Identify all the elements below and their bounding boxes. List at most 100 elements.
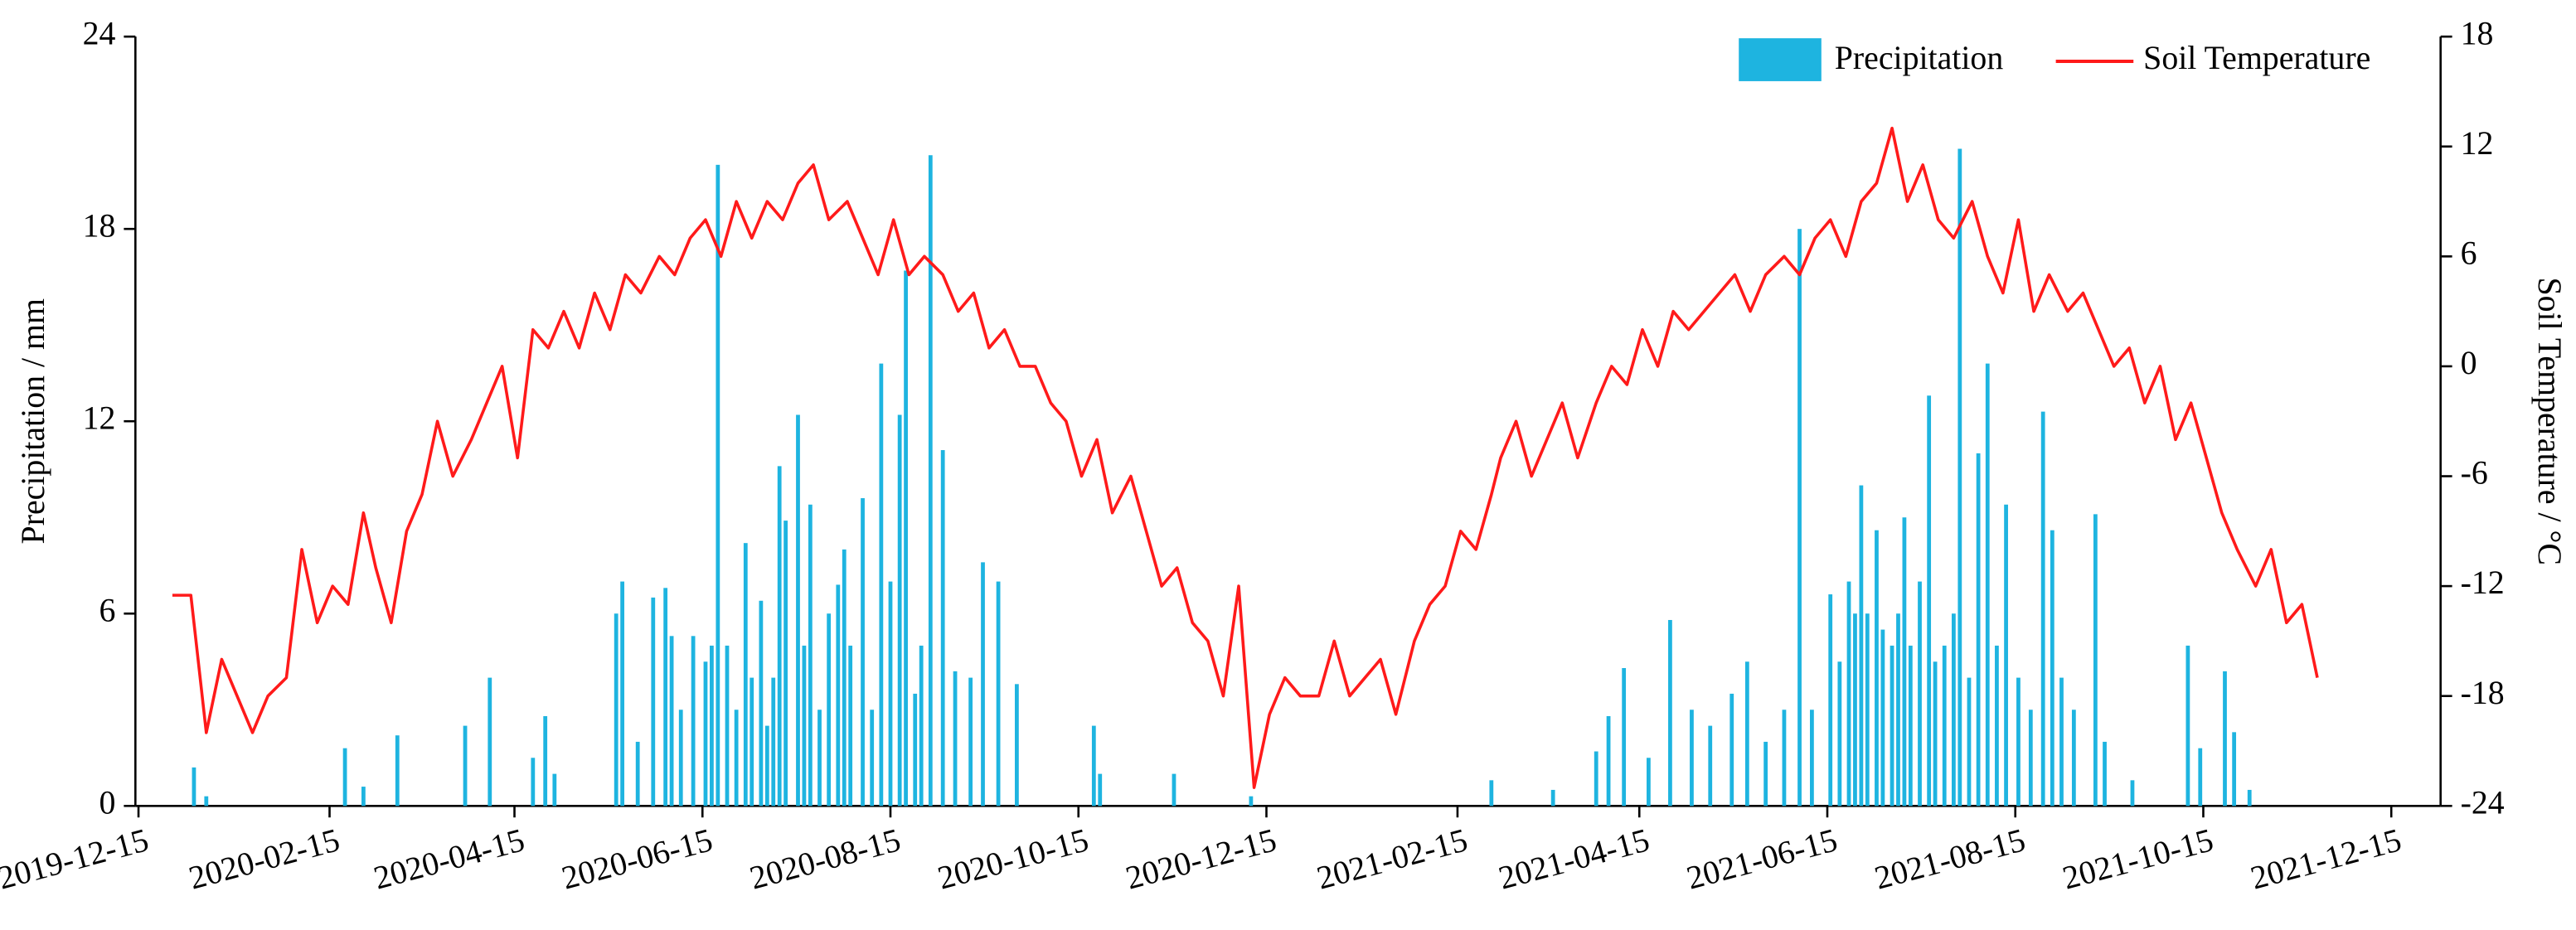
x-tick-label: 2020-08-15 <box>746 821 905 897</box>
precipitation-bar <box>1668 619 1672 806</box>
precipitation-bar <box>1933 661 1938 806</box>
precipitation-bar <box>808 504 813 806</box>
precipitation-bar <box>861 498 865 806</box>
precipitation-bar <box>1985 363 1990 806</box>
precipitation-bar <box>1846 581 1851 806</box>
precipitation-bar <box>743 543 748 806</box>
precipitation-bar <box>614 613 619 806</box>
precipitation-bar <box>1902 517 1907 806</box>
x-tick-label: 2021-06-15 <box>1683 821 1841 897</box>
precipitation-bar <box>1810 710 1814 806</box>
precipitation-bar <box>1967 677 1972 806</box>
precipitation-bar <box>1729 693 1734 806</box>
y2-tick-label: -24 <box>2461 784 2505 821</box>
precipitation-bar <box>981 562 985 806</box>
x-tick-label: 2021-08-15 <box>1870 821 2029 897</box>
precipitation-bar <box>531 758 536 806</box>
y2-tick-label: -12 <box>2461 564 2505 601</box>
precipitation-bar <box>463 725 468 806</box>
y-axis-label: Precipitation / mm <box>15 298 51 544</box>
precipitation-bar <box>904 270 908 806</box>
precipitation-bar <box>192 767 196 806</box>
precipitation-bar <box>848 645 853 806</box>
precipitation-bar <box>716 164 720 806</box>
precipitation-bar <box>552 773 557 806</box>
precipitation-bar <box>1951 613 1956 806</box>
precipitation-bar <box>2103 741 2107 806</box>
precipitation-bar <box>879 363 884 806</box>
precipitation-bar <box>710 645 714 806</box>
precipitation-bar <box>678 710 683 806</box>
precipitation-bar <box>1942 645 1947 806</box>
precipitation-bar <box>620 581 625 806</box>
precipitation-bar <box>1976 453 1981 806</box>
precipitation-bar <box>1865 613 1870 806</box>
precipitation-bar <box>663 588 668 806</box>
y2-tick-label: 18 <box>2461 15 2494 51</box>
precipitation-bar <box>2050 530 2054 806</box>
precipitation-bar <box>651 597 656 806</box>
precipitation-bar <box>1622 667 1627 806</box>
precipitation-bar <box>1880 629 1885 806</box>
precipitation-bar <box>919 645 924 806</box>
precipitation-bar <box>1594 751 1598 806</box>
precipitation-bar <box>2093 514 2098 806</box>
y2-tick-label: -6 <box>2461 455 2488 492</box>
y-tick-label: 6 <box>99 592 115 628</box>
precipitation-bar <box>764 725 769 806</box>
x-tick-label: 2021-04-15 <box>1495 821 1653 897</box>
x-tick-label: 2020-06-15 <box>558 821 716 897</box>
precipitation-bar <box>940 450 945 806</box>
precipitation-bar <box>796 414 800 806</box>
precipitation-bar <box>836 584 841 806</box>
precipitation-bar <box>996 581 1001 806</box>
precipitation-bar <box>204 796 209 806</box>
y2-tick-label: 12 <box>2461 125 2494 162</box>
precipitation-bar <box>2185 645 2190 806</box>
precipitation-bar <box>2130 780 2135 806</box>
precipitation-bar <box>968 677 973 806</box>
precipitation-bar <box>1690 710 1694 806</box>
legend-swatch <box>1739 38 1822 81</box>
precipitation-bar <box>1828 594 1833 806</box>
legend-label: Precipitation <box>1835 40 2004 76</box>
precipitation-bar <box>2247 789 2252 806</box>
precipitation-bar <box>2016 677 2021 806</box>
precipitation-bar <box>1859 485 1864 806</box>
precipitation-bar <box>1797 229 1802 806</box>
precipitation-bar <box>1896 613 1900 806</box>
temperature-line <box>172 126 2319 789</box>
precipitation-bar <box>2004 504 2008 806</box>
precipitation-bar <box>1782 710 1787 806</box>
precipitation-bar <box>635 741 640 806</box>
x-tick-label: 2021-12-15 <box>2247 821 2405 897</box>
precipitation-bar <box>1837 661 1842 806</box>
precipitation-bar <box>395 735 400 806</box>
precipitation-bar <box>817 710 822 806</box>
x-tick-label: 2020-10-15 <box>934 821 1092 897</box>
precipitation-bar <box>888 581 893 806</box>
y-tick-label: 24 <box>83 15 116 51</box>
precipitation-bar <box>750 677 754 806</box>
legend-label: Soil Temperature <box>2143 40 2370 76</box>
precipitation-bar <box>2028 710 2033 806</box>
precipitation-bar <box>1015 684 1019 806</box>
y2-tick-label: -18 <box>2461 675 2505 711</box>
precipitation-bar <box>1957 148 1962 806</box>
y-tick-label: 18 <box>83 207 116 244</box>
precipitation-bar <box>842 549 847 806</box>
precipitation-bar <box>1098 773 1103 806</box>
precipitation-bar <box>1908 645 1913 806</box>
y2-tick-label: 0 <box>2461 345 2477 381</box>
precipitation-bar <box>802 645 807 806</box>
precipitation-bar <box>777 466 782 806</box>
y2-axis-label: Soil Temperature / °C <box>2531 277 2568 565</box>
precipitation-bar <box>691 636 696 806</box>
precipitation-bar <box>771 677 776 806</box>
precipitation-bar <box>2198 748 2203 806</box>
precipitation-bar <box>1890 645 1894 806</box>
precipitation-bar <box>897 414 902 806</box>
precipitation-bar <box>1172 773 1176 806</box>
precipitation-bar <box>725 645 730 806</box>
